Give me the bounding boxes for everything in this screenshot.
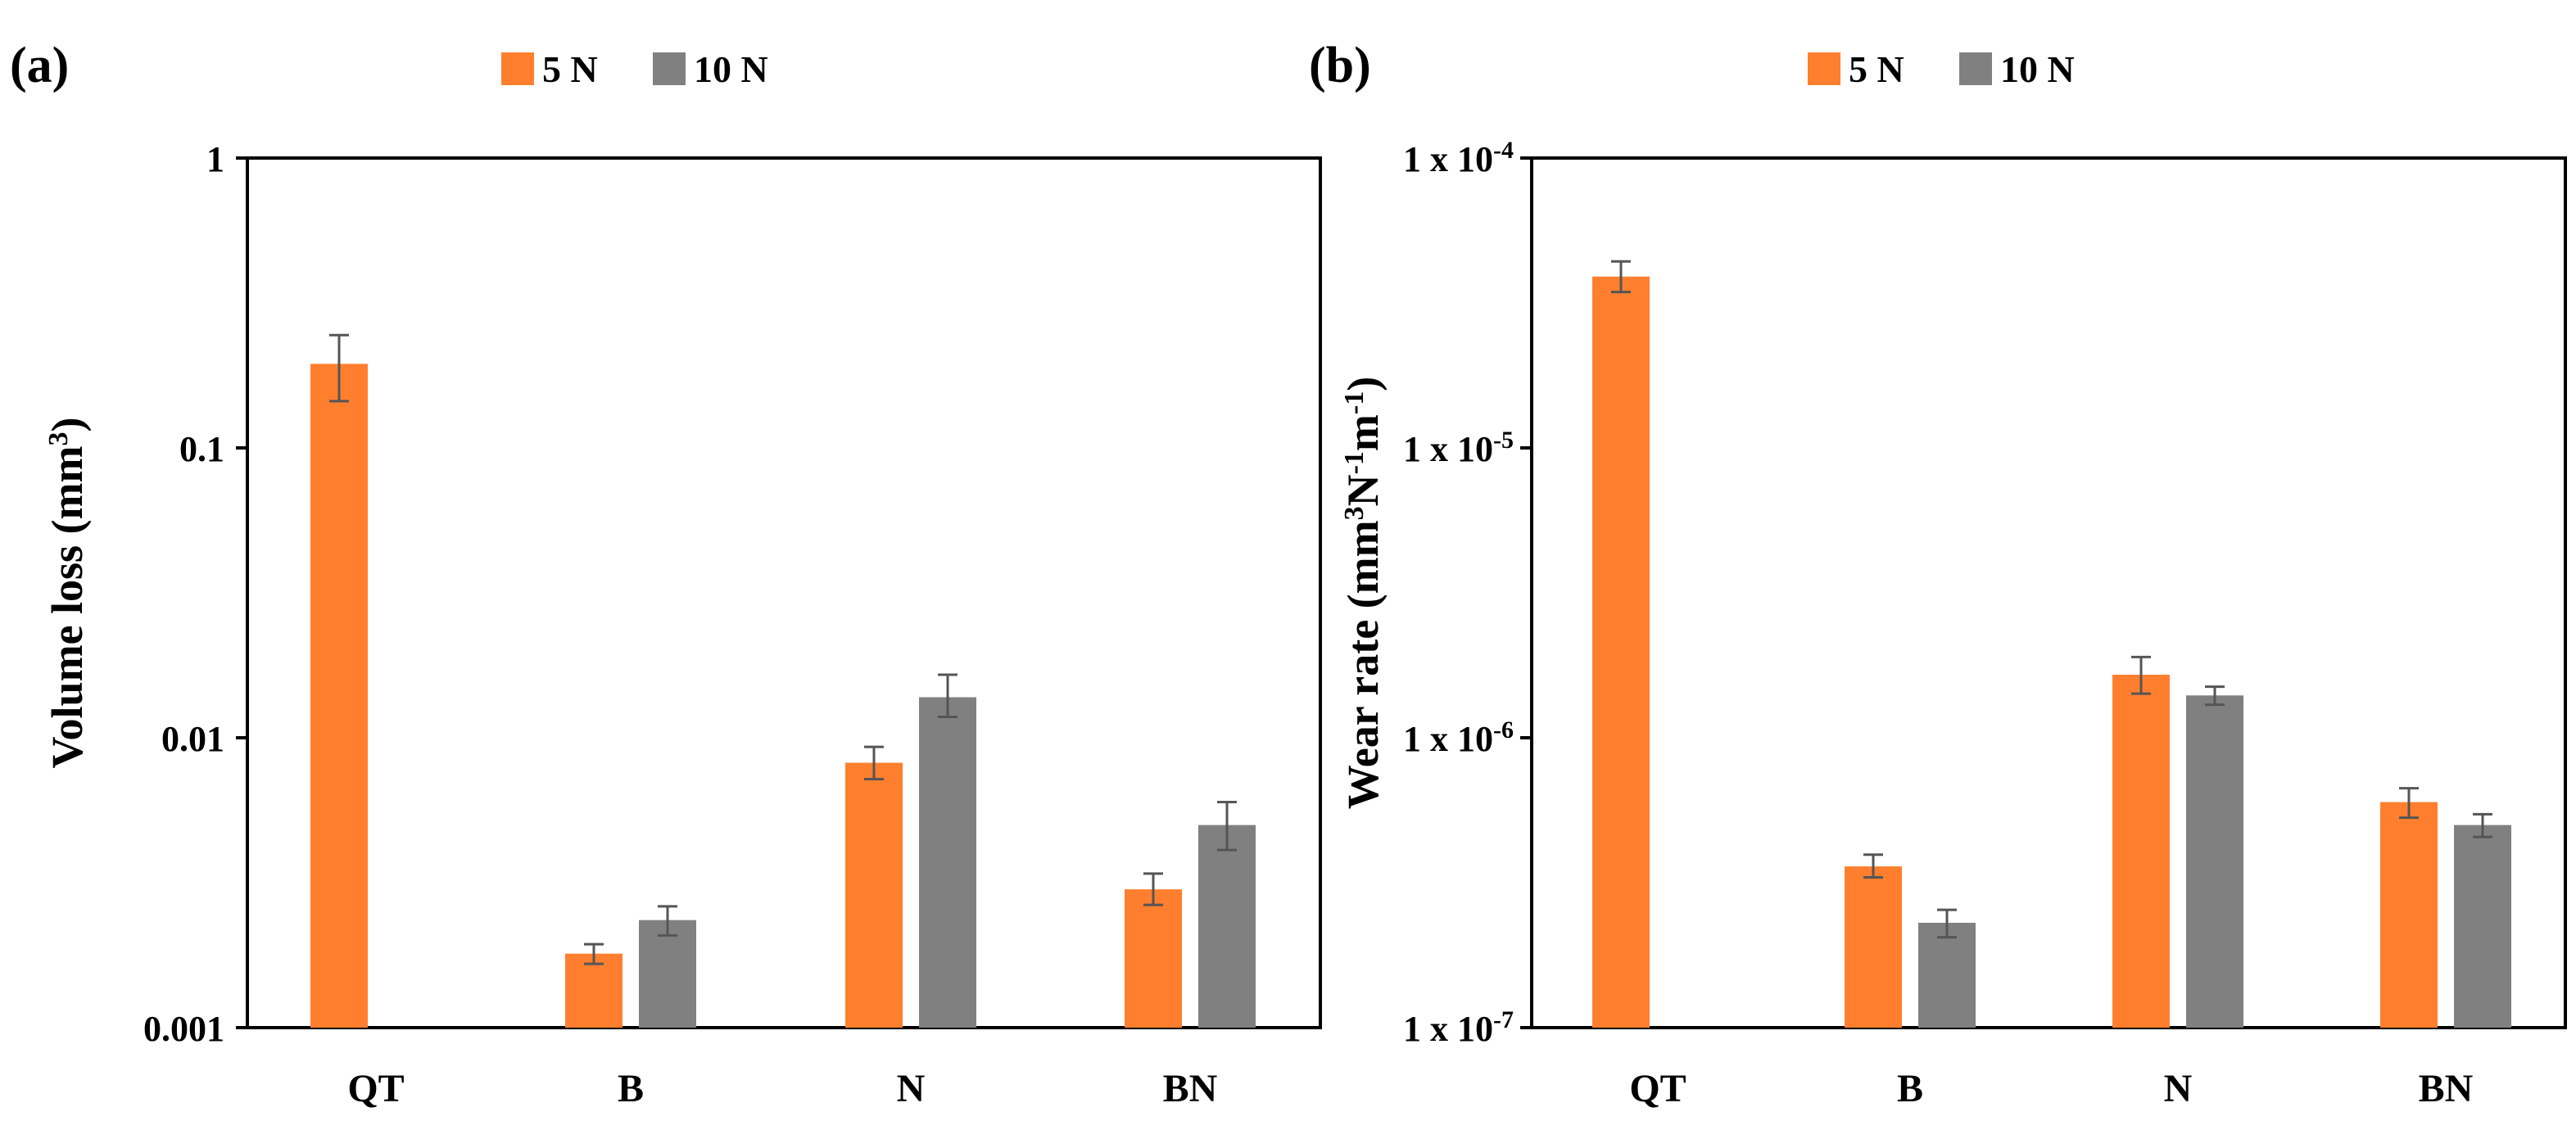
error-bar: [2473, 812, 2492, 838]
bar-n-10n: [919, 697, 976, 1028]
legend-label-10n: 10 N: [2000, 48, 2075, 90]
error-bar: [864, 745, 884, 781]
bar-bn-10n: [1198, 825, 1256, 1028]
y-tick-label: 1 x 10-5: [1403, 427, 1514, 470]
error-bar: [1863, 853, 1883, 879]
x-tick-label: QT: [1629, 1067, 1686, 1110]
error-bar: [1611, 260, 1631, 294]
bar-qt-5n: [310, 364, 368, 1028]
plot-frame: [1530, 156, 2567, 1029]
x-tick-label: B: [1897, 1067, 1923, 1110]
legend-b: 5 N 10 N: [1808, 48, 2075, 90]
x-tick-label: B: [618, 1067, 644, 1110]
legend-label-5n: 5 N: [1849, 48, 1904, 90]
error-bar: [658, 905, 677, 937]
bar-n-5n: [2112, 675, 2170, 1028]
bar-qt-5n: [1592, 276, 1650, 1028]
error-bar: [938, 673, 958, 719]
bar-bn-10n: [2454, 825, 2511, 1028]
bar-b-5n: [1845, 866, 1902, 1028]
y-tick-label: 1 x 10-6: [1403, 716, 1514, 760]
legend-a: 5 N 10 N: [501, 48, 768, 90]
error-bar: [2205, 685, 2225, 707]
bar-b-5n: [565, 953, 622, 1028]
y-tick-label: 1 x 10-4: [1403, 137, 1514, 180]
error-bar: [329, 333, 349, 403]
x-tick-label: QT: [347, 1067, 404, 1110]
bar-bn-5n: [1125, 889, 1182, 1028]
bar-bn-5n: [2380, 802, 2438, 1028]
error-bar: [2131, 655, 2151, 695]
error-bar: [1143, 872, 1163, 906]
legend-label-5n: 5 N: [542, 48, 598, 90]
y-tick-label: 0.1: [179, 429, 224, 469]
x-tick-label: BN: [1163, 1067, 1218, 1110]
bar-n-5n: [845, 762, 903, 1028]
bar-b-10n: [639, 920, 696, 1028]
error-bar: [2399, 787, 2419, 820]
error-bar: [1217, 801, 1237, 852]
error-bar: [1937, 908, 1957, 939]
x-tick-label: N: [2164, 1067, 2193, 1110]
legend-swatch-10n: [1959, 52, 1992, 85]
bar-b-10n: [1918, 922, 1976, 1028]
y-tick-label: 0.001: [143, 1009, 224, 1049]
bar-n-10n: [2186, 695, 2243, 1028]
panel-a-label: (a): [10, 38, 69, 93]
x-tick-label: BN: [2419, 1067, 2474, 1110]
legend-swatch-10n: [653, 52, 686, 85]
x-tick-label: N: [897, 1067, 926, 1110]
y-axis-label: Wear rate (mm3N-1m-1): [1338, 377, 1388, 809]
y-tick-label: 1 x 10-7: [1403, 1006, 1514, 1050]
y-axis-label: Volume loss (mm3): [43, 418, 92, 769]
chart-wear-rate: 1 x 10-71 x 10-61 x 10-51 x 10-4 QT B N BN …: [1338, 137, 2567, 1110]
legend-label-10n: 10 N: [694, 48, 768, 90]
legend-swatch-5n: [1808, 52, 1840, 85]
y-tick-label: 0.01: [161, 719, 224, 759]
plot-frame: [246, 156, 1322, 1029]
error-bar: [584, 942, 604, 965]
legend-swatch-5n: [501, 52, 534, 85]
panel-b-label: (b): [1309, 38, 1371, 93]
y-tick-label: 1: [206, 139, 224, 179]
